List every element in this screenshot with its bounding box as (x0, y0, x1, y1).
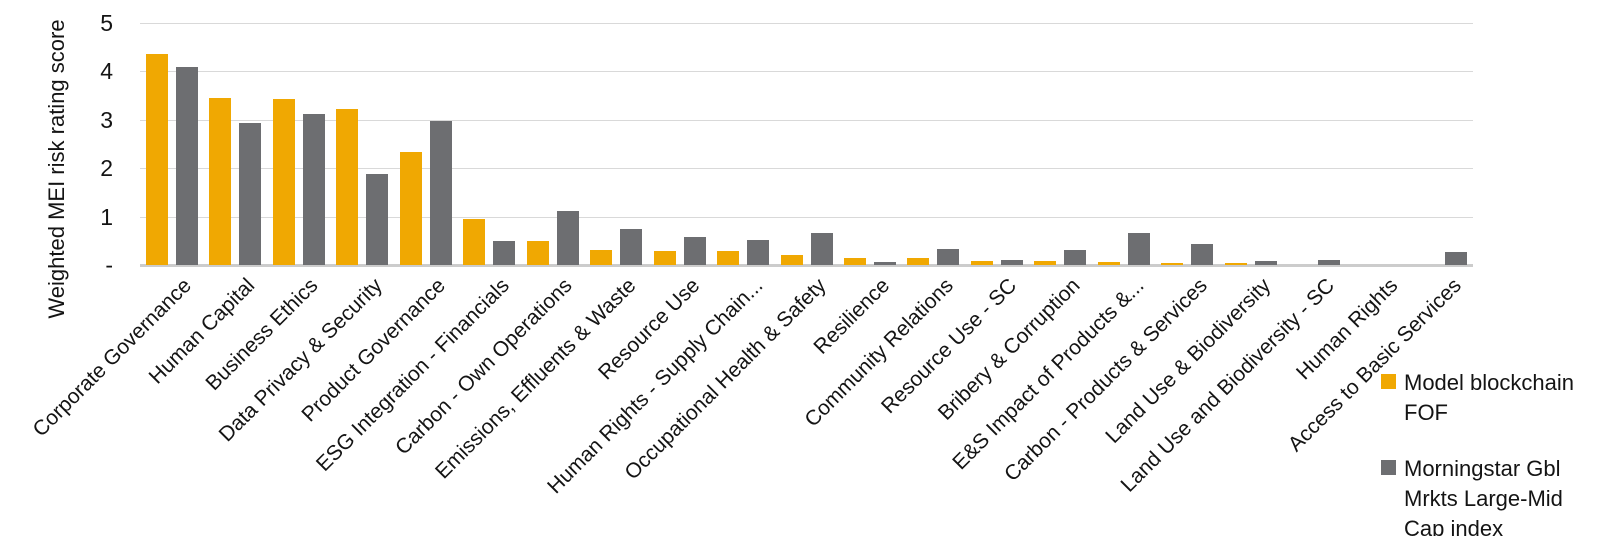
bar-s1-c0 (175, 67, 198, 265)
bar-s0-c13 (970, 260, 993, 265)
legend-swatch-icon (1381, 460, 1396, 475)
bar-s0-c9 (717, 251, 740, 265)
gridline-2 (140, 168, 1473, 170)
legend-label: Model blockchain FOF (1404, 370, 1574, 425)
bar-s0-c16 (1161, 262, 1184, 265)
bar-s1-c9 (747, 239, 770, 265)
y-tick-3: 3 (100, 106, 113, 133)
bar-s1-c15 (1127, 233, 1150, 265)
bar-s1-c8 (683, 236, 706, 265)
legend: Model blockchain FOF Morningstar Gbl Mrkt… (1381, 368, 1596, 536)
bar-s1-c13 (1000, 259, 1023, 265)
x-axis-line (140, 264, 1473, 267)
bar-s1-c11 (873, 261, 896, 265)
bar-s0-c0 (145, 54, 168, 265)
bar-s1-c1 (239, 122, 262, 265)
bar-s1-c4 (429, 120, 452, 265)
bar-s0-c11 (843, 258, 866, 265)
legend-item-0: Model blockchain FOF (1381, 368, 1596, 428)
bar-s0-c17 (1224, 262, 1247, 265)
bar-s1-c12 (937, 249, 960, 265)
y-tick--: - (105, 252, 113, 278)
gridline-3 (140, 119, 1473, 121)
bar-s1-c14 (1064, 249, 1087, 265)
legend-swatch-icon (1381, 374, 1396, 389)
bar-s1-c17 (1254, 260, 1277, 265)
bar-s0-c14 (1034, 261, 1057, 265)
y-tick-5: 5 (100, 10, 113, 36)
y-tick-1: 1 (100, 203, 113, 230)
y-tick-4: 4 (100, 58, 113, 85)
bar-s0-c7 (590, 249, 613, 265)
bar-s1-c3 (366, 173, 389, 265)
bar-s1-c7 (620, 229, 643, 265)
bar-s0-c4 (399, 151, 422, 265)
bar-s1-c2 (302, 113, 325, 265)
legend-item-1: Morningstar Gbl Mrkts Large-Mid Cap inde… (1381, 454, 1596, 536)
y-tick-2: 2 (100, 155, 113, 182)
bar-s0-c5 (463, 218, 486, 265)
gridline-1 (140, 216, 1473, 218)
bar-s0-c8 (653, 250, 676, 265)
bar-s1-c6 (556, 210, 579, 265)
bar-s1-c16 (1191, 243, 1214, 265)
bar-s0-c15 (1097, 262, 1120, 265)
x-axis-label: Business Ethics (201, 274, 323, 396)
bar-s0-c12 (907, 257, 930, 265)
bar-s0-c1 (209, 97, 232, 265)
bar-s1-c20 (1445, 251, 1468, 265)
bar-s0-c10 (780, 255, 803, 265)
legend-label: Morningstar Gbl Mrkts Large-Mid Cap inde… (1404, 456, 1563, 536)
bar-s0-c2 (272, 98, 295, 265)
bar-s1-c10 (810, 233, 833, 265)
bar-s1-c5 (493, 240, 516, 265)
bar-s0-c6 (526, 241, 549, 265)
bar-s1-c18 (1318, 259, 1341, 265)
gridline-5 (140, 23, 1473, 24)
bar-s0-c3 (336, 109, 359, 265)
gridline-4 (140, 71, 1473, 73)
